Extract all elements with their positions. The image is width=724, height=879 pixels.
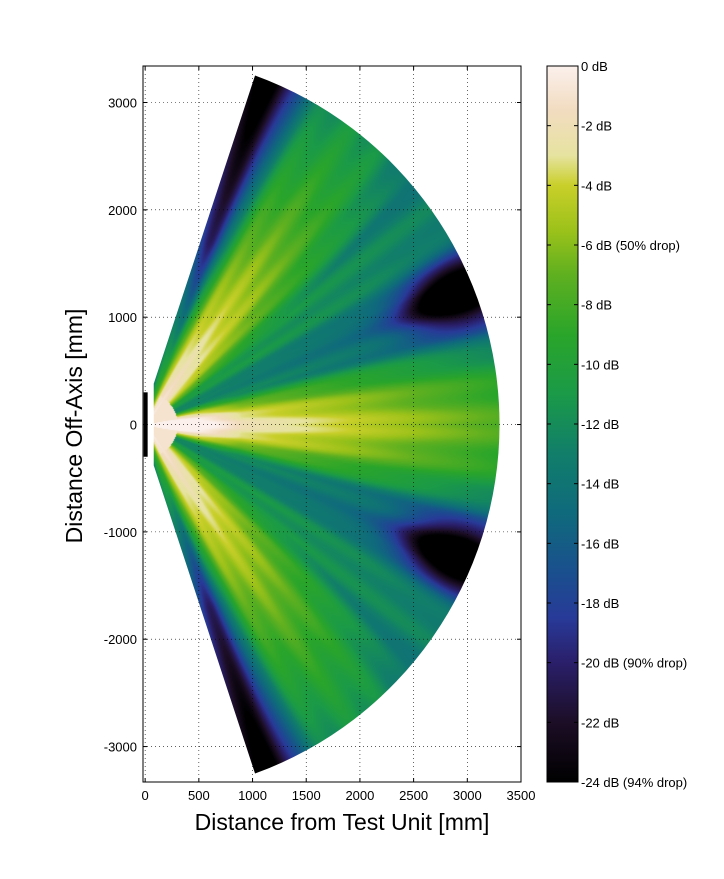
y-tick-label-4: 1000 — [108, 310, 137, 325]
x-tick-label-7: 3500 — [507, 788, 536, 803]
colorbar-tick-label-10: -20 dB (90% drop) — [581, 656, 687, 671]
x-tick-label-6: 3000 — [453, 788, 482, 803]
y-tick-label-0: -3000 — [104, 740, 137, 755]
colorbar-tick-label-1: -2 dB — [581, 119, 612, 134]
colorbar-tick-label-0: 0 dB — [581, 59, 608, 74]
x-tick-label-0: 0 — [142, 788, 149, 803]
y-tick-label-2: -1000 — [104, 525, 137, 540]
x-tick-label-1: 500 — [188, 788, 210, 803]
colorbar — [546, 65, 579, 783]
y-tick-label-3: 0 — [130, 418, 137, 433]
colorbar-ticks: 0 dB -2 dB -4 dB -6 dB (50% drop) -8 dB -10 d… — [547, 59, 687, 790]
x-axis-ticks: 0 500 1000 1500 2000 2500 3000 3500 — [142, 66, 536, 803]
y-tick-label-1: -2000 — [104, 632, 137, 647]
colorbar-tick-label-4: -8 dB — [581, 298, 612, 313]
colorbar-tick-label-2: -4 dB — [581, 178, 612, 193]
colorbar-tick-label-11: -22 dB — [581, 715, 619, 730]
y-axis-ticks: -3000 -2000 -1000 0 1000 2000 3000 — [104, 95, 521, 755]
colorbar-tick-label-8: -16 dB — [581, 536, 619, 551]
colorbar-tick-label-12: -24 dB (94% drop) — [581, 775, 687, 790]
y-tick-label-5: 2000 — [108, 203, 137, 218]
plot-border — [142, 65, 522, 783]
x-axis-label: Distance from Test Unit [mm] — [195, 809, 490, 835]
colorbar-tick-label-7: -14 dB — [581, 477, 619, 492]
x-tick-label-3: 1500 — [292, 788, 321, 803]
colorbar-tick-label-6: -12 dB — [581, 417, 619, 432]
y-tick-label-6: 3000 — [108, 95, 137, 110]
colorbar-tick-label-3: -6 dB (50% drop) — [581, 238, 680, 253]
x-tick-label-4: 2000 — [345, 788, 374, 803]
x-tick-label-2: 1000 — [238, 788, 267, 803]
colorbar-tick-label-5: -10 dB — [581, 357, 619, 372]
colorbar-tick-label-9: -18 dB — [581, 596, 619, 611]
y-axis-label: Distance Off-Axis [mm] — [61, 309, 87, 544]
x-tick-label-5: 2500 — [399, 788, 428, 803]
grid-lines — [143, 66, 521, 782]
